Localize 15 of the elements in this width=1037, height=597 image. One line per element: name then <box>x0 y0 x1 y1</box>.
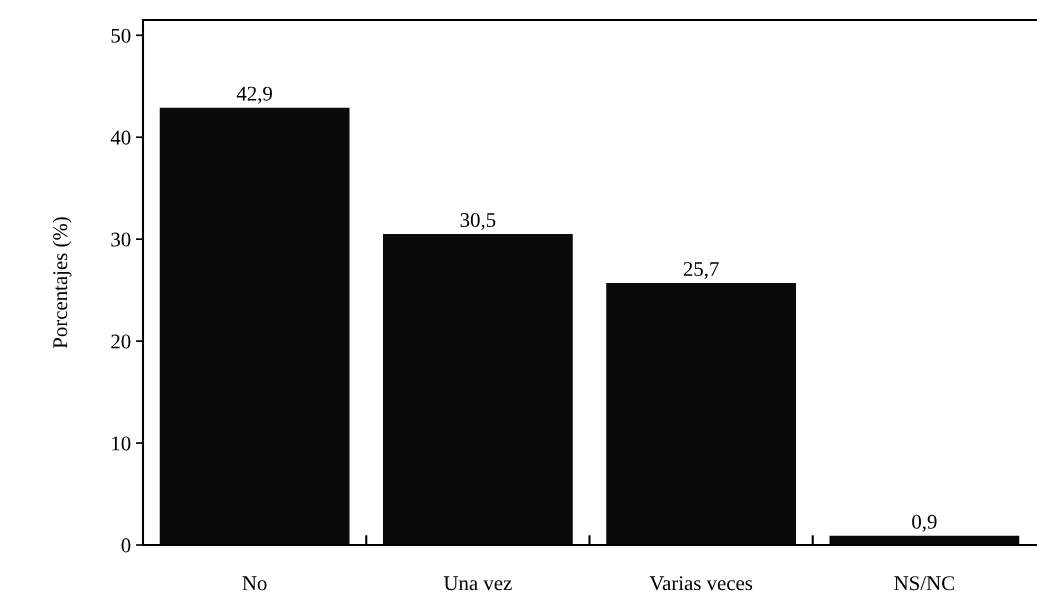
y-tick-label: 0 <box>121 538 131 553</box>
y-axis-title: Porcentajes (%) <box>52 217 72 349</box>
data-label: 25,7 <box>683 262 719 279</box>
x-tick-label: Una vez <box>443 576 512 591</box>
x-tick-label: NS/NC <box>894 576 954 591</box>
x-tick-label: No <box>242 576 267 591</box>
y-tick-label: 30 <box>111 232 131 247</box>
y-tick-label: 40 <box>110 130 131 145</box>
y-tick-label: 20 <box>111 334 131 349</box>
x-tick-label: Varias veces <box>649 576 753 591</box>
y-tick-label: 10 <box>112 436 131 451</box>
y-tick-label: 50 <box>111 28 131 43</box>
data-label: 42,9 <box>236 86 272 104</box>
data-label: 30,5 <box>460 213 496 231</box>
data-label: 0,9 <box>912 514 937 532</box>
